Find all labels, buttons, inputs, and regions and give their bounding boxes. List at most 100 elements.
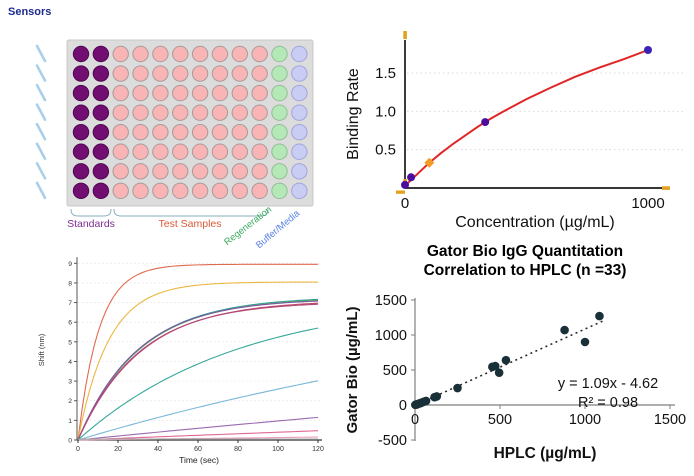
well-test-samples <box>191 143 209 160</box>
sensors-label: Sensors <box>8 6 52 18</box>
well-test-samples <box>132 163 149 180</box>
x-tick-label: 100 <box>272 446 284 453</box>
well-test-samples <box>231 45 249 63</box>
well-test-samples <box>231 65 249 82</box>
data-point <box>401 180 409 189</box>
well-test-samples <box>211 84 229 102</box>
well-test-samples <box>112 65 129 82</box>
series-sample-mid <box>77 327 319 441</box>
y-tick-label: 0.5 <box>375 142 396 159</box>
x-axis-label: Concentration (µg/mL) <box>455 214 615 231</box>
well-test-samples <box>251 124 268 141</box>
well-regeneration <box>271 124 288 141</box>
well-test-samples <box>172 182 189 200</box>
well-test-samples <box>211 182 229 200</box>
well-test-samples <box>191 84 209 102</box>
well-standards <box>92 182 110 200</box>
y-tick-label: 5 <box>68 339 72 346</box>
sensor-tip-icon <box>35 162 47 180</box>
x-tick-label: 0 <box>401 195 409 212</box>
correlation-title-line1: Gator Bio IgG Quantitation <box>426 243 624 260</box>
x-tick-label: 120 <box>312 446 324 453</box>
well-test-samples <box>152 182 169 200</box>
data-point <box>595 311 604 321</box>
well-test-samples <box>152 84 169 102</box>
correlation-chart-title: Gator Bio IgG Quantitation Correlation t… <box>375 242 675 280</box>
binding-rate-chart: 0 1000 0.5 1.0 1.5 Binding Rate Concentration … <box>345 31 686 231</box>
well-standards <box>72 84 90 102</box>
x-tick-label: 20 <box>114 446 122 453</box>
correlation-title-line2: Correlation to HPLC (n =33) <box>423 262 627 279</box>
test-samples-label: Test Samples <box>158 218 222 230</box>
well-test-samples <box>251 163 268 180</box>
well-standards <box>92 65 110 82</box>
data-point <box>453 383 462 393</box>
y-tick-label: 1.0 <box>375 103 396 120</box>
series-std-low-2 <box>77 430 319 441</box>
sensor-tip-icon <box>35 44 47 63</box>
well-test-samples <box>211 45 229 63</box>
well-regeneration <box>271 84 288 102</box>
well-test-samples <box>231 104 249 121</box>
well-test-samples <box>132 65 149 82</box>
axis-end-marker <box>662 186 670 190</box>
data-point <box>481 118 490 127</box>
well-test-samples <box>172 104 189 121</box>
data-point <box>501 355 511 365</box>
y-tick-label: 3 <box>68 379 72 386</box>
y-tick-label: 1500 <box>375 293 407 309</box>
well-test-samples <box>231 124 249 141</box>
y-axis-label: Binding Rate <box>345 68 362 160</box>
well-regeneration <box>271 65 288 82</box>
series-sample-bundle-2 <box>77 299 319 441</box>
well-test-samples <box>152 163 169 180</box>
well-test-samples <box>251 182 268 200</box>
well-test-samples <box>211 163 229 180</box>
well-buffer-media <box>291 143 308 160</box>
well-test-samples <box>132 124 149 141</box>
sensor-tip-icon <box>35 142 47 161</box>
well-test-samples <box>231 163 249 180</box>
well-buffer-media <box>291 84 308 102</box>
data-point <box>580 337 590 347</box>
series-baseline <box>77 438 318 441</box>
well-test-samples <box>191 65 209 82</box>
well-test-samples <box>152 124 169 141</box>
x-tick-label: 0 <box>76 446 80 453</box>
regression-annotation: y = 1.09x - 4.62 R² = 0.98 <box>542 375 674 413</box>
series-sample-bundle-3 <box>77 300 319 441</box>
well-buffer-media <box>291 124 308 141</box>
well-test-samples <box>112 143 129 160</box>
data-point <box>560 325 569 335</box>
y-tick-label: 0 <box>399 398 407 414</box>
well-test-samples <box>191 104 209 121</box>
x-tick-label: 1500 <box>654 412 686 428</box>
y-tick-label: 1 <box>68 418 72 425</box>
well-test-samples <box>251 65 268 82</box>
sensorgram-chart: 0 1 2 3 4 5 6 7 8 9 0 20 40 60 80 100 120 Shift (nm) Time … <box>37 257 324 465</box>
well-standards <box>92 163 110 180</box>
y-tick-label: 1.5 <box>375 65 396 82</box>
well-test-samples <box>211 143 229 160</box>
well-test-samples <box>132 84 149 102</box>
data-point <box>432 392 442 401</box>
well-test-samples <box>152 45 169 63</box>
well-standards <box>92 143 110 160</box>
well-test-samples <box>172 65 189 82</box>
well-test-samples <box>172 45 189 63</box>
well-test-samples <box>251 45 268 63</box>
well-test-samples <box>152 104 169 121</box>
microplate-body <box>66 39 314 207</box>
well-test-samples <box>112 84 129 102</box>
well-test-samples <box>152 143 169 160</box>
well-standards <box>92 45 110 63</box>
y-tick-label: 1000 <box>375 328 407 344</box>
sensor-tip-icon <box>35 122 47 141</box>
sensor-tip-icon <box>35 64 47 82</box>
series-std-low-1 <box>77 416 319 441</box>
well-test-samples <box>172 124 189 141</box>
x-axis-label: Time (sec) <box>179 455 219 465</box>
well-test-samples <box>191 182 209 200</box>
well-buffer-media <box>291 182 308 200</box>
well-standards <box>72 143 90 160</box>
